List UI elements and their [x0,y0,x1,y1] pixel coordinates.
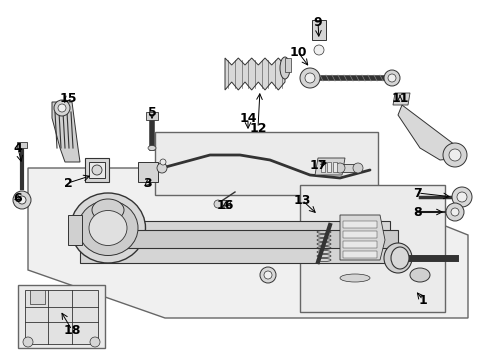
Bar [342,231,376,238]
Bar [329,164,359,172]
Ellipse shape [92,199,124,221]
Bar [138,162,158,182]
Circle shape [313,45,324,55]
Bar [17,142,27,148]
Polygon shape [314,158,345,175]
Text: 5: 5 [147,105,156,118]
Ellipse shape [148,145,156,150]
Circle shape [448,149,460,161]
Circle shape [299,68,319,88]
Circle shape [334,163,345,173]
Text: 8: 8 [413,206,422,219]
Bar [146,112,158,120]
Text: 1: 1 [418,293,427,306]
Circle shape [23,337,33,347]
Bar [320,162,325,172]
Polygon shape [397,105,459,160]
Circle shape [445,203,463,221]
Text: 18: 18 [63,324,81,337]
Text: 11: 11 [390,91,408,104]
Polygon shape [224,58,285,90]
Text: 3: 3 [143,176,152,189]
Polygon shape [18,285,105,348]
Ellipse shape [92,165,102,175]
Polygon shape [28,168,467,318]
Circle shape [450,208,458,216]
Bar [108,230,397,248]
Bar [342,251,376,258]
Text: 6: 6 [14,192,22,204]
Circle shape [90,337,100,347]
Circle shape [383,70,399,86]
Text: 15: 15 [59,91,77,104]
Text: 14: 14 [239,112,256,125]
Polygon shape [68,215,82,245]
Polygon shape [52,102,80,162]
Ellipse shape [339,274,369,282]
Ellipse shape [383,243,411,273]
Circle shape [58,104,66,112]
Bar [311,20,325,40]
Circle shape [442,143,466,167]
Circle shape [54,100,70,116]
Text: 16: 16 [216,198,233,212]
Text: 13: 13 [293,194,310,207]
Text: 4: 4 [14,141,22,154]
Text: 7: 7 [413,186,422,199]
Polygon shape [299,185,444,312]
Text: 2: 2 [63,176,72,189]
Ellipse shape [260,267,275,283]
Bar [30,290,45,304]
Bar [326,162,330,172]
Text: 17: 17 [308,158,326,171]
Ellipse shape [78,201,138,256]
Bar [218,200,229,208]
Text: 12: 12 [249,122,266,135]
Circle shape [18,196,26,204]
Polygon shape [339,215,384,260]
Circle shape [160,159,165,165]
Text: 9: 9 [313,15,322,28]
Bar [332,162,336,172]
Polygon shape [25,290,98,344]
Circle shape [456,192,466,202]
Bar [89,162,105,178]
Circle shape [387,74,395,82]
Polygon shape [392,93,409,105]
Circle shape [13,191,31,209]
Ellipse shape [264,271,271,279]
Polygon shape [155,132,377,195]
Text: 10: 10 [289,45,306,59]
Circle shape [214,200,222,208]
Bar [85,158,109,182]
Ellipse shape [409,268,429,282]
Ellipse shape [280,57,289,79]
Circle shape [157,163,167,173]
Ellipse shape [70,193,145,263]
Ellipse shape [89,211,127,246]
Bar [80,221,389,263]
Bar [342,241,376,248]
Ellipse shape [390,247,408,269]
Circle shape [352,163,362,173]
Bar [285,58,290,72]
Bar [342,221,376,228]
Circle shape [451,187,471,207]
Circle shape [305,73,314,83]
